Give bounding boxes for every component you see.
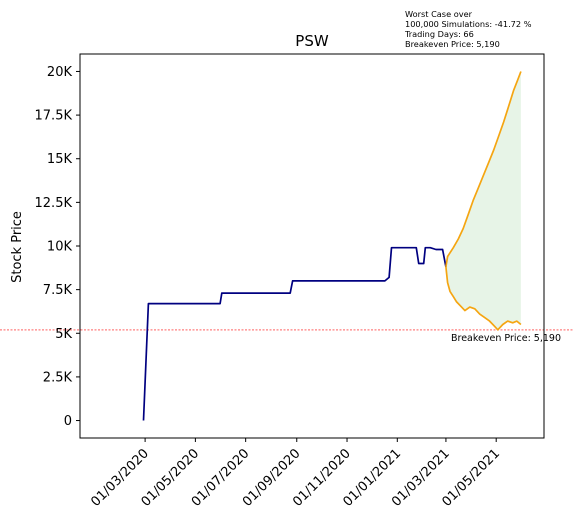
info-line-4: Breakeven Price: 5,190: [405, 39, 500, 49]
info-box: Worst Case over 100,000 Simulations: -41…: [404, 9, 532, 49]
y-ticks: 0 2.5K 5K 7.5K 10K 12.5K 15K 17.5K 20K: [35, 65, 80, 429]
y-tick-label: 20K: [47, 65, 73, 80]
chart-title: PSW: [295, 32, 329, 50]
x-ticks: 01/03/202001/05/202001/07/202001/09/2020…: [88, 438, 503, 510]
series-line-worst-case: [445, 266, 522, 331]
series-line-best-case: [445, 71, 522, 268]
y-tick-label: 10K: [47, 240, 73, 255]
info-line-3: Trading Days: 66: [404, 29, 474, 39]
info-line-1: Worst Case over: [405, 9, 473, 19]
projection-fill-area: [445, 71, 521, 330]
y-tick-label: 2.5K: [43, 370, 73, 385]
info-line-2: 100,000 Simulations: -41.72 %: [405, 19, 532, 29]
y-tick-label: 17.5K: [35, 109, 73, 124]
y-tick-label: 15K: [47, 152, 73, 167]
y-tick-label: 7.5K: [43, 283, 73, 298]
series-line-history: [142, 246, 447, 421]
y-tick-label: 12.5K: [35, 196, 73, 211]
y-tick-label: 5K: [55, 327, 72, 342]
breakeven-label: Breakeven Price: 5,190: [451, 333, 561, 344]
y-axis-label: Stock Price: [10, 211, 25, 283]
projection-range-fill: [445, 71, 521, 330]
y-tick-label: 0: [64, 414, 72, 429]
series-group: [142, 71, 522, 421]
